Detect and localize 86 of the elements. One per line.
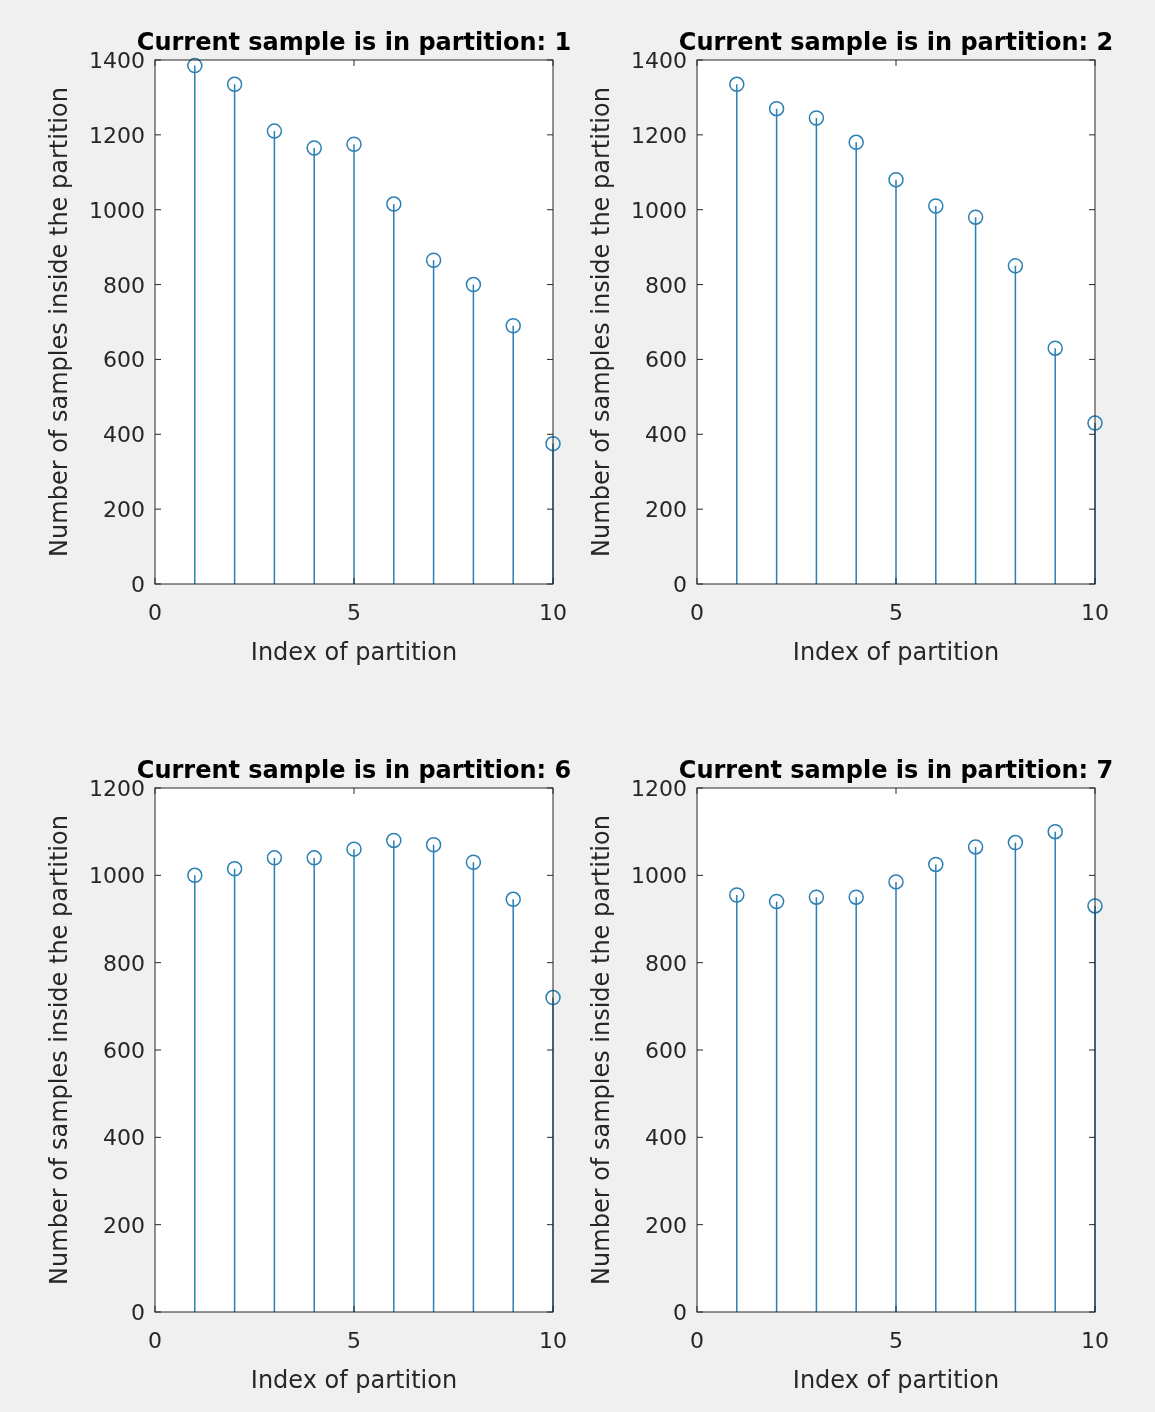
point	[888, 172, 904, 188]
point	[266, 123, 283, 139]
point	[386, 196, 402, 212]
point	[306, 140, 322, 156]
y-tick-label: 0	[673, 572, 687, 597]
point	[1007, 258, 1024, 274]
point	[967, 839, 984, 855]
x-tick-label: 0	[690, 600, 704, 625]
y-axis-title: Number of samples inside the partition	[45, 87, 73, 557]
point	[1047, 823, 1063, 840]
point	[768, 893, 785, 910]
x-tick-label: 0	[148, 600, 162, 625]
x-tick-label: 10	[1081, 1328, 1109, 1353]
x-tick-label: 10	[1081, 600, 1109, 625]
y-tick-label: 600	[645, 347, 687, 373]
point	[928, 198, 944, 214]
y-tick-label: 400	[645, 1125, 687, 1151]
y-tick-label: 800	[103, 950, 145, 976]
y-tick-label: 400	[103, 1125, 145, 1151]
y-axis-title: Number of samples inside the partition	[587, 87, 615, 557]
point	[545, 435, 561, 452]
point	[729, 76, 745, 93]
y-tick-label: 200	[103, 1212, 145, 1238]
point	[768, 100, 785, 117]
point	[729, 887, 745, 903]
y-tick-label: 800	[645, 950, 687, 976]
y-tick-label: 0	[673, 1300, 687, 1325]
y-tick-label: 200	[645, 1212, 687, 1238]
y-tick-label: 600	[103, 1038, 145, 1063]
x-axis-title: Index of partition	[250, 1366, 458, 1394]
y-tick-label: 1000	[89, 197, 145, 223]
point	[386, 832, 402, 849]
point	[187, 57, 203, 74]
point	[808, 110, 825, 126]
point	[848, 134, 864, 151]
y-tick-label: 1200	[89, 122, 145, 148]
y-tick-label: 800	[645, 272, 687, 298]
y-tick-label: 400	[645, 422, 687, 448]
point	[465, 854, 482, 870]
y-tick-label: 600	[645, 1038, 687, 1063]
y-tick-label: 800	[103, 272, 145, 298]
point	[346, 841, 362, 857]
point	[306, 850, 322, 866]
y-axis-title: Number of samples inside the partition	[45, 815, 73, 1285]
point	[1087, 898, 1103, 914]
y-tick-label: 1200	[631, 122, 687, 148]
point	[505, 317, 521, 334]
x-tick-label: 10	[539, 600, 567, 625]
point	[545, 989, 561, 1006]
y-tick-label: 1000	[89, 863, 145, 889]
point	[848, 889, 864, 905]
y-tick-label: 0	[131, 1300, 145, 1325]
point	[266, 850, 283, 866]
y-tick-label: 1000	[631, 863, 687, 889]
point	[928, 856, 944, 873]
y-tick-label: 200	[103, 497, 145, 523]
x-tick-label: 0	[148, 1328, 162, 1353]
point	[187, 867, 203, 884]
y-tick-label: 200	[645, 497, 687, 523]
point	[226, 861, 243, 877]
x-tick-label: 10	[539, 1328, 567, 1353]
x-tick-label: 5	[889, 1328, 903, 1353]
point	[505, 891, 521, 908]
y-tick-label: 1000	[631, 197, 687, 223]
y-tick-label: 600	[103, 347, 145, 373]
y-tick-label: 400	[103, 422, 145, 448]
point	[346, 136, 362, 152]
point	[465, 276, 482, 293]
point	[888, 874, 904, 890]
point	[1087, 415, 1103, 431]
x-axis-title: Index of partition	[250, 638, 458, 666]
point	[425, 837, 442, 853]
y-tick-label: 0	[131, 572, 145, 597]
point	[425, 252, 442, 268]
point	[1007, 834, 1024, 851]
x-tick-label: 5	[347, 1328, 361, 1353]
point	[967, 209, 984, 225]
point	[226, 76, 243, 93]
x-tick-label: 5	[347, 600, 361, 625]
x-tick-label: 0	[690, 1328, 704, 1353]
x-tick-label: 5	[889, 600, 903, 625]
point	[1047, 340, 1063, 356]
x-axis-title: Index of partition	[792, 1366, 1000, 1394]
point	[808, 889, 825, 905]
y-axis-title: Number of samples inside the partition	[587, 815, 615, 1285]
x-axis-title: Index of partition	[792, 638, 1000, 666]
